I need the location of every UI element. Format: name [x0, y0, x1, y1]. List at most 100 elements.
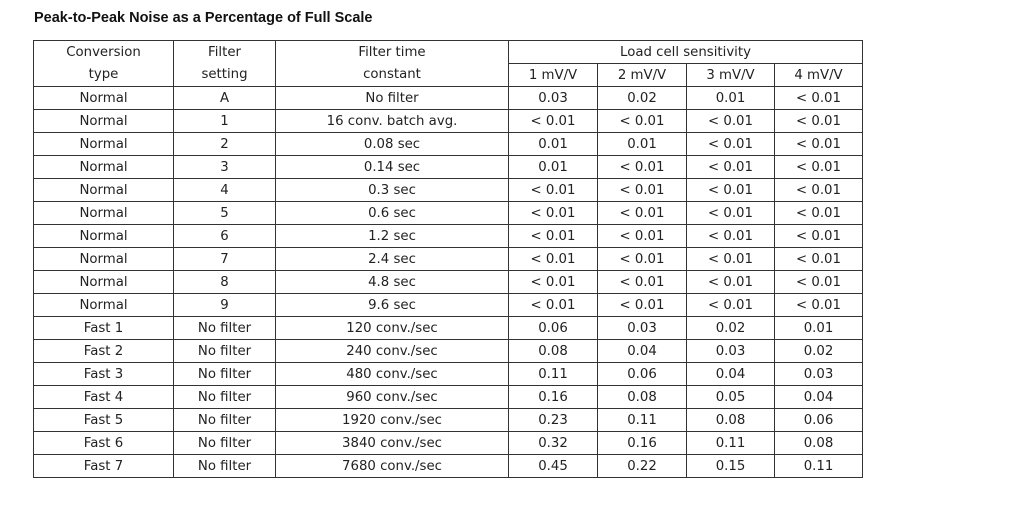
sens-3mvv-cell: < 0.01 — [686, 293, 775, 317]
sens-2mvv-cell: < 0.01 — [597, 201, 687, 225]
header-line: Conversion — [66, 44, 141, 60]
sens-3mvv-cell: < 0.01 — [686, 247, 775, 271]
sens-2mvv-cell: 0.01 — [597, 132, 687, 156]
filter-time-constant-cell: 1.2 sec — [275, 224, 509, 248]
filter-setting-cell: No filter — [173, 316, 276, 340]
header-line: constant — [363, 66, 421, 82]
sens-4mvv-cell: < 0.01 — [774, 247, 863, 271]
sens-2mvv-cell: 0.03 — [597, 316, 687, 340]
header-conversion-type: Conversion type — [33, 40, 174, 87]
sens-4mvv-cell: < 0.01 — [774, 86, 863, 110]
sens-2mvv-cell: < 0.01 — [597, 224, 687, 248]
table-row: Fast 3 No filter 480 conv./sec 0.11 0.06 0.04… — [33, 362, 863, 386]
sens-2mvv-cell: 0.16 — [597, 431, 687, 455]
sens-1mvv-cell: 0.03 — [508, 86, 598, 110]
sens-4mvv-cell: < 0.01 — [774, 270, 863, 294]
table-row: Normal 5 0.6 sec < 0.01 < 0.01 < 0.01 < 0.01 — [33, 201, 863, 225]
sens-1mvv-cell: 0.08 — [508, 339, 598, 363]
sens-1mvv-cell: < 0.01 — [508, 293, 598, 317]
sens-2mvv-cell: 0.06 — [597, 362, 687, 386]
sens-3mvv-cell: 0.01 — [686, 86, 775, 110]
header-filter-setting: Filter setting — [173, 40, 276, 87]
header-load-cell-sensitivity: Load cell sensitivity — [508, 40, 863, 64]
filter-setting-cell: 6 — [173, 224, 276, 248]
filter-time-constant-cell: 480 conv./sec — [275, 362, 509, 386]
header-sensitivity-1: 1 mV/V — [508, 63, 598, 87]
table-row: Normal 6 1.2 sec < 0.01 < 0.01 < 0.01 < 0.01 — [33, 224, 863, 248]
filter-time-constant-cell: No filter — [275, 86, 509, 110]
table-row: Normal 2 0.08 sec 0.01 0.01 < 0.01 < 0.01 — [33, 132, 863, 156]
sens-4mvv-cell: 0.01 — [774, 316, 863, 340]
filter-setting-cell: No filter — [173, 454, 276, 478]
filter-time-constant-cell: 16 conv. batch avg. — [275, 109, 509, 133]
conversion-type-cell: Normal — [33, 178, 174, 202]
table-row: Normal 9 9.6 sec < 0.01 < 0.01 < 0.01 < 0.01 — [33, 293, 863, 317]
sens-1mvv-cell: < 0.01 — [508, 109, 598, 133]
sens-3mvv-cell: < 0.01 — [686, 224, 775, 248]
filter-time-constant-cell: 7680 conv./sec — [275, 454, 509, 478]
filter-setting-cell: No filter — [173, 408, 276, 432]
sens-1mvv-cell: 0.01 — [508, 132, 598, 156]
table-row: Fast 6 No filter 3840 conv./sec 0.32 0.16 0.1… — [33, 431, 863, 455]
sens-1mvv-cell: < 0.01 — [508, 178, 598, 202]
filter-setting-cell: 5 — [173, 201, 276, 225]
header-line: setting — [201, 66, 248, 82]
filter-setting-cell: 8 — [173, 270, 276, 294]
filter-time-constant-cell: 120 conv./sec — [275, 316, 509, 340]
conversion-type-cell: Normal — [33, 293, 174, 317]
filter-time-constant-cell: 0.08 sec — [275, 132, 509, 156]
conversion-type-cell: Normal — [33, 109, 174, 133]
filter-setting-cell: A — [173, 86, 276, 110]
sens-4mvv-cell: < 0.01 — [774, 293, 863, 317]
sens-4mvv-cell: 0.03 — [774, 362, 863, 386]
conversion-type-cell: Normal — [33, 270, 174, 294]
table-row: Fast 4 No filter 960 conv./sec 0.16 0.08 0.05… — [33, 385, 863, 409]
sens-2mvv-cell: < 0.01 — [597, 109, 687, 133]
sens-2mvv-cell: 0.08 — [597, 385, 687, 409]
header-row-2: 1 mV/V 2 mV/V 3 mV/V 4 mV/V — [34, 63, 863, 87]
sens-4mvv-cell: < 0.01 — [774, 201, 863, 225]
filter-setting-cell: 9 — [173, 293, 276, 317]
sens-4mvv-cell: 0.02 — [774, 339, 863, 363]
header-line: Filter — [208, 44, 241, 60]
header-sensitivity-3: 3 mV/V — [686, 63, 775, 87]
filter-setting-cell: 3 — [173, 155, 276, 179]
sens-1mvv-cell: 0.32 — [508, 431, 598, 455]
conversion-type-cell: Normal — [33, 201, 174, 225]
sens-1mvv-cell: < 0.01 — [508, 224, 598, 248]
sens-4mvv-cell: 0.11 — [774, 454, 863, 478]
filter-setting-cell: No filter — [173, 385, 276, 409]
filter-setting-cell: 4 — [173, 178, 276, 202]
filter-time-constant-cell: 2.4 sec — [275, 247, 509, 271]
filter-setting-cell: No filter — [173, 339, 276, 363]
table-row: Fast 7 No filter 7680 conv./sec 0.45 0.22 0.1… — [33, 454, 863, 478]
sens-1mvv-cell: 0.06 — [508, 316, 598, 340]
table-row: Normal 1 16 conv. batch avg. < 0.01 < 0.01 < … — [33, 109, 863, 133]
table-title: Peak-to-Peak Noise as a Percentage of Fu… — [34, 10, 373, 26]
filter-setting-cell: No filter — [173, 362, 276, 386]
sens-4mvv-cell: < 0.01 — [774, 178, 863, 202]
sens-3mvv-cell: 0.02 — [686, 316, 775, 340]
header-sensitivity-4: 4 mV/V — [774, 63, 863, 87]
header-line: type — [88, 66, 119, 82]
filter-setting-cell: 1 — [173, 109, 276, 133]
conversion-type-cell: Normal — [33, 155, 174, 179]
sens-4mvv-cell: 0.04 — [774, 385, 863, 409]
conversion-type-cell: Fast 4 — [33, 385, 174, 409]
sens-1mvv-cell: 0.11 — [508, 362, 598, 386]
filter-time-constant-cell: 9.6 sec — [275, 293, 509, 317]
sens-2mvv-cell: < 0.01 — [597, 247, 687, 271]
sens-4mvv-cell: < 0.01 — [774, 132, 863, 156]
filter-time-constant-cell: 3840 conv./sec — [275, 431, 509, 455]
filter-time-constant-cell: 240 conv./sec — [275, 339, 509, 363]
conversion-type-cell: Normal — [33, 224, 174, 248]
sens-1mvv-cell: 0.01 — [508, 155, 598, 179]
conversion-type-cell: Normal — [33, 86, 174, 110]
header-sensitivity-2: 2 mV/V — [597, 63, 687, 87]
sens-3mvv-cell: 0.08 — [686, 408, 775, 432]
sens-2mvv-cell: 0.22 — [597, 454, 687, 478]
table-row: Normal 8 4.8 sec < 0.01 < 0.01 < 0.01 < 0.01 — [33, 270, 863, 294]
sens-2mvv-cell: < 0.01 — [597, 293, 687, 317]
sens-3mvv-cell: < 0.01 — [686, 155, 775, 179]
filter-time-constant-cell: 1920 conv./sec — [275, 408, 509, 432]
